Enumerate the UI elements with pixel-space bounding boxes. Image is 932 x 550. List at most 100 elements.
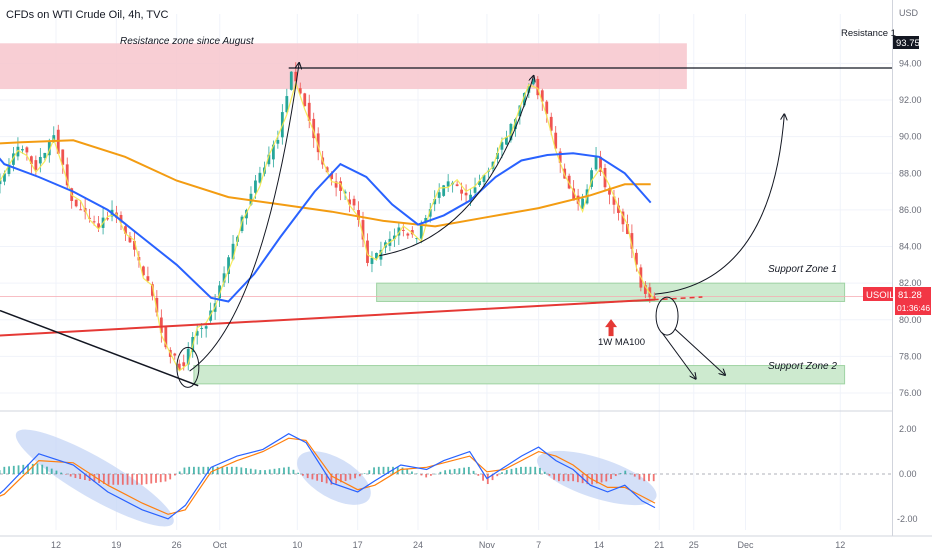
candle-body [558,151,562,163]
histogram-bar [249,468,252,474]
histogram-bar [396,466,399,474]
histogram-bar [505,469,508,474]
candle-body [379,249,383,260]
histogram-bar [93,474,96,482]
candle-body [446,181,450,187]
histogram-bar [27,464,29,474]
histogram-bar [614,474,617,477]
histogram-bar [553,474,556,480]
candle-body [572,188,576,201]
time-tick-label: 17 [353,540,363,550]
candle-body [21,149,24,151]
candle-body [271,144,275,160]
histogram-bar [344,474,347,481]
projection-arc-up [654,115,784,295]
histogram-bar [164,474,167,482]
price-tick-label: 78.00 [899,351,922,361]
candle-body [366,240,369,263]
time-tick-label: Nov [479,540,496,550]
histogram-bar [567,474,570,482]
histogram-bar [36,463,39,474]
histogram-bar [150,474,153,484]
histogram-bar [83,474,86,481]
candle-body [419,224,423,239]
candle-body [442,185,446,196]
histogram-bar [221,466,224,474]
resistance-1-label: Resistance 1 [841,28,896,39]
histogram-bar [145,474,148,485]
candle-body [590,170,593,187]
drawings [0,63,892,388]
histogram-bar [3,466,6,474]
time-tick-label: 12 [51,540,61,550]
histogram-bar [358,474,361,477]
candle-body [285,96,289,113]
histogram-bar [467,466,470,474]
candle-body [106,218,109,220]
candle-body [231,243,235,260]
histogram-bar [216,466,219,474]
histogram-bar [406,469,409,474]
candle-body [298,88,302,94]
oscillator-tick-label: 2.00 [899,424,917,434]
candle-body [61,149,65,165]
histogram-bar [117,474,119,485]
histogram-bar [524,466,527,474]
candle-body [361,220,365,240]
candle-body [527,86,531,93]
candle-body [401,229,405,231]
histogram-bar [515,467,518,474]
symbol-text: USOIL [866,290,895,301]
candle-body [177,363,181,370]
histogram-bar [477,474,480,476]
histogram-bar [193,466,195,474]
histogram-bar [169,474,172,480]
candle-body [392,235,396,240]
histogram-bar [486,474,489,485]
candle-body [119,214,123,223]
candle-body [29,156,33,165]
histogram-bar [259,470,262,474]
support-zone-1-label: Support Zone 1 [768,264,837,275]
candle-body [128,236,132,243]
candle-body [352,198,356,206]
histogram-bar [520,466,522,474]
candle-body [343,191,347,194]
price-tick-label: 88.00 [899,168,922,178]
histogram-bar [79,474,82,480]
candle-body [397,227,401,236]
ma-1w100-projection [581,296,703,305]
histogram-bar [202,466,205,474]
candle-body [289,71,293,90]
resistance-zone [0,43,687,90]
histogram-bar [434,473,437,475]
candle-body [581,198,585,209]
candle-body [267,154,271,165]
candle-body [505,137,508,145]
candle-body [643,285,647,294]
candle-body [164,327,168,348]
price-tick-label: 90.00 [899,132,922,142]
histogram-bar [629,473,631,475]
indicator-lines [0,80,703,372]
time-tick-label: 10 [292,540,302,550]
histogram-bar [131,474,134,485]
histogram-bar [453,468,456,474]
candle-body [576,195,580,204]
histogram-bar [316,474,319,481]
histogram-bar [510,468,513,474]
histogram-bar [41,464,44,474]
support-zone-2-label: Support Zone 2 [768,361,837,372]
candle-body [325,167,329,173]
candle-body [545,101,549,114]
candle-body [621,211,625,225]
candle-body [307,102,311,121]
histogram-bar [311,474,314,480]
candle-body [12,153,15,165]
histogram-bar [330,474,333,485]
test-circle [655,296,679,336]
histogram-bar [501,472,503,474]
candle-body [652,296,656,300]
